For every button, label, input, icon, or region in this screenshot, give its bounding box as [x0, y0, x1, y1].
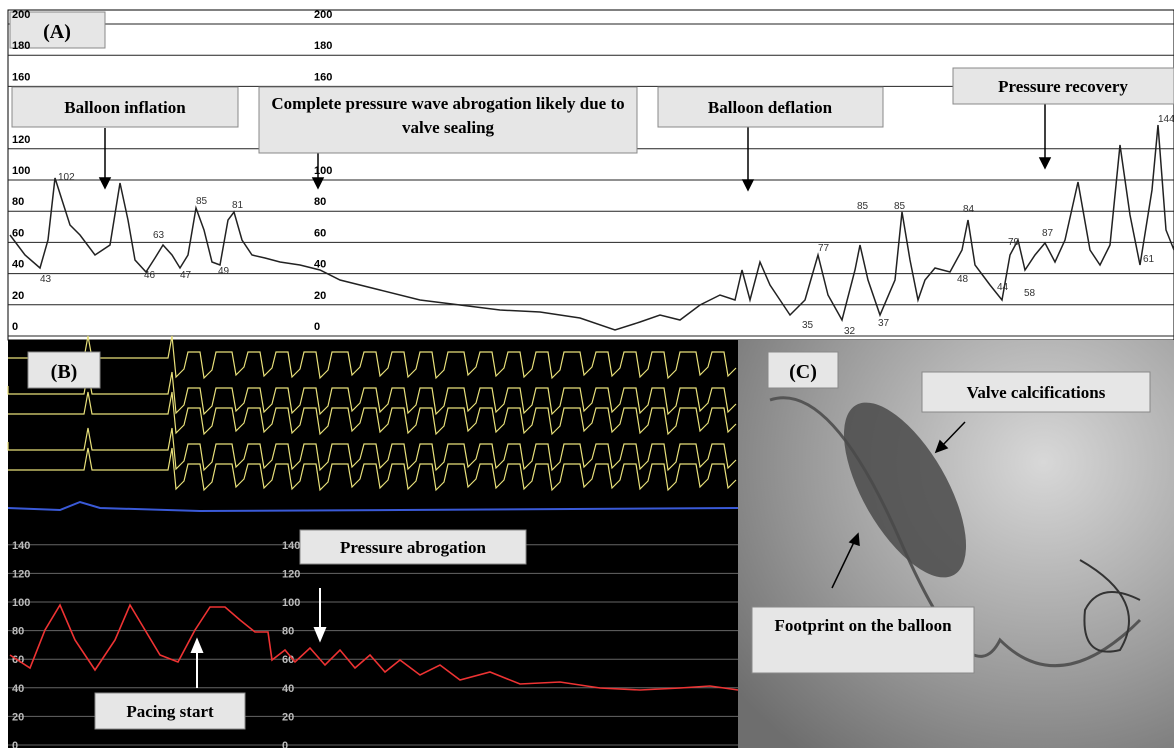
y-tick-label: 40 [314, 259, 326, 271]
annotation: Pressure recovery [998, 77, 1128, 96]
peak-label: 46 [144, 270, 156, 281]
y-tick-label: 60 [282, 654, 294, 666]
y-tick-label: 120 [12, 134, 30, 146]
panel-a: (A) Balloon inflation Complete pressure … [8, 9, 1174, 340]
y-tick-label: 200 [314, 9, 332, 21]
annotation: Pacing start [126, 702, 214, 721]
y-tick-label: 160 [12, 71, 30, 83]
y-tick-label: 80 [12, 196, 24, 208]
y-tick-label: 20 [12, 711, 24, 723]
annotation: Balloon deflation [708, 98, 833, 117]
peak-label: 47 [180, 270, 192, 281]
peak-label: 35 [802, 320, 814, 331]
annotation: Complete pressure wave abrogation likely… [262, 92, 634, 140]
y-tick-label: 40 [12, 683, 24, 695]
peak-label: 63 [153, 230, 165, 241]
y-tick-label: 20 [12, 290, 24, 302]
y-tick-label: 100 [314, 165, 332, 177]
peak-label: 85 [196, 196, 208, 207]
peak-label: 85 [894, 201, 906, 212]
annotation: Pressure abrogation [340, 538, 486, 557]
y-tick-label: 0 [282, 740, 288, 748]
y-tick-label: 20 [314, 290, 326, 302]
panel-label: (A) [43, 21, 71, 43]
figure: (A) Balloon inflation Complete pressure … [0, 0, 1174, 748]
peak-label: 44 [997, 282, 1009, 293]
y-tick-label: 60 [314, 227, 326, 239]
y-tick-label: 0 [12, 321, 18, 333]
y-tick-label: 100 [282, 597, 300, 609]
peak-label: 144 [1158, 114, 1174, 125]
peak-label: 81 [232, 200, 244, 211]
annotation-wrap: Complete pressure wave abrogation likely… [262, 92, 634, 152]
y-tick-label: 120 [282, 568, 300, 580]
y-tick-label: 80 [314, 196, 326, 208]
y-tick-label: 180 [314, 40, 332, 52]
panel-label: (C) [789, 361, 817, 383]
peak-label: 32 [844, 326, 856, 337]
peak-label: 85 [857, 201, 869, 212]
peak-label: 84 [963, 204, 975, 215]
annotation: Balloon inflation [64, 98, 186, 117]
y-tick-label: 140 [282, 540, 300, 552]
peak-label: 102 [58, 172, 75, 183]
peak-label: 77 [818, 243, 830, 254]
peak-label: 87 [1042, 228, 1054, 239]
peak-label: 79 [1008, 237, 1020, 248]
y-tick-label: 200 [12, 9, 30, 21]
y-tick-label: 120 [12, 568, 30, 580]
peak-label: 37 [878, 318, 890, 329]
y-tick-label: 140 [12, 540, 30, 552]
y-tick-label: 80 [12, 626, 24, 638]
peak-label: 49 [218, 266, 230, 277]
y-tick-label: 100 [12, 597, 30, 609]
y-tick-label: 40 [12, 259, 24, 271]
y-tick-label: 100 [12, 165, 30, 177]
y-tick-label: 60 [12, 227, 24, 239]
peak-label: 43 [40, 274, 52, 285]
y-tick-label: 80 [282, 626, 294, 638]
y-tick-label: 40 [282, 683, 294, 695]
annotation: Valve calcifications [967, 383, 1106, 402]
panel-label: (B) [51, 361, 78, 383]
y-tick-label: 0 [12, 740, 18, 748]
y-tick-label: 180 [12, 40, 30, 52]
panel-c: (C) Valve calcifications Footprint on th… [738, 340, 1174, 748]
y-tick-label: 20 [282, 711, 294, 723]
annotation-wrap: Footprint on the balloon [755, 613, 971, 671]
peak-label: 58 [1024, 288, 1036, 299]
peak-label: 48 [957, 274, 969, 285]
annotation: Footprint on the balloon [755, 613, 971, 639]
y-tick-label: 0 [314, 321, 320, 333]
y-tick-label: 160 [314, 71, 332, 83]
peak-label: 61 [1143, 254, 1155, 265]
